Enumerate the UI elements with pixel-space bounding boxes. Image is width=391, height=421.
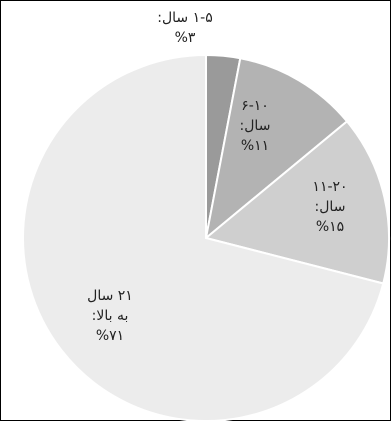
pie-label-line: %۱۵ [316, 219, 344, 235]
pie-slice-2 [204, 57, 349, 241]
pie-label-1: ۱-۵ سال: %۳ [157, 10, 212, 46]
pie-label-line: سال: [240, 118, 271, 134]
pie-label-line: سال: [315, 199, 346, 215]
pie-label-line: ۲۱ سال [87, 288, 133, 304]
pie-label-line: ۱۱-۲۰ [312, 179, 347, 195]
pie-label-line: %۷۱ [96, 328, 124, 344]
pie-label-line: %۳ [175, 30, 196, 46]
pie-label-line: به بالا: [92, 308, 129, 324]
pie-label-line: ۶-۱۰ [241, 98, 269, 114]
pie-slice-4 [22, 53, 385, 421]
pie-label-line: %۱۱ [241, 138, 269, 154]
pie-slice-3 [203, 119, 390, 285]
pie-label-3: ۱۱-۲۰ سال: %۱۵ [312, 179, 347, 235]
pie-labels: ۱-۵ سال: %۳ ۶-۱۰ سال: %۱۱ ۱۱-۲۰ سال: %۱۵ ۲۱ سال ب… [87, 10, 347, 344]
pie-label-4: ۲۱ سال به بالا: %۷۱ [87, 288, 133, 344]
pie-slices [22, 53, 390, 421]
pie-label-2: ۶-۱۰ سال: %۱۱ [240, 98, 271, 154]
pie-label-line: ۱-۵ سال: [157, 10, 212, 26]
